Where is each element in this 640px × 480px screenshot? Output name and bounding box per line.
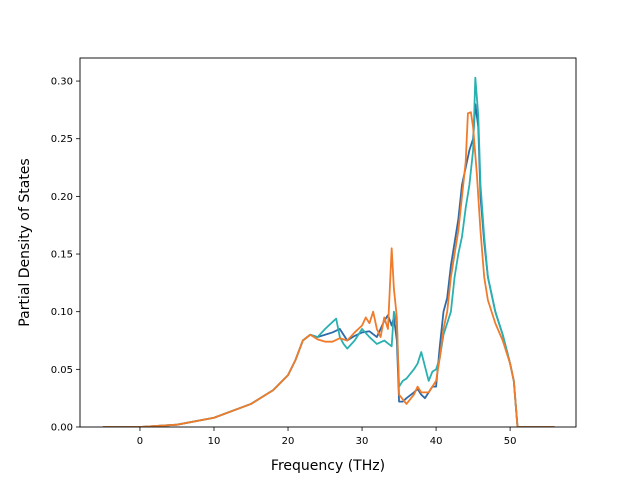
x-tick-label: 20	[282, 436, 295, 447]
x-tick-label: 30	[356, 436, 369, 447]
y-tick-label: 0.00	[51, 423, 73, 434]
series-line-2	[102, 76, 555, 427]
x-axis-label: Frequency (THz)	[271, 458, 385, 474]
x-tick-label: 40	[430, 436, 443, 447]
x-tick-label: 0	[137, 436, 143, 447]
x-tick-label: 50	[504, 436, 517, 447]
y-tick-label: 0.10	[51, 307, 73, 318]
y-tick-label: 0.20	[51, 192, 73, 203]
y-tick-label: 0.25	[51, 134, 73, 145]
series-layer	[102, 76, 555, 427]
y-tick-label: 0.30	[51, 77, 73, 88]
y-axis-label: Partial Density of States	[17, 158, 33, 326]
axes-layer: 0 10 20 30 40 50 0.00 0.05 0.10 0.15 0.20 0.25 0.30	[51, 57, 577, 447]
series-line-3	[102, 111, 555, 427]
plot-frame	[79, 57, 577, 428]
y-tick-label: 0.05	[51, 365, 73, 376]
x-tick-label: 10	[208, 436, 221, 447]
y-tick-label: 0.15	[51, 250, 73, 261]
